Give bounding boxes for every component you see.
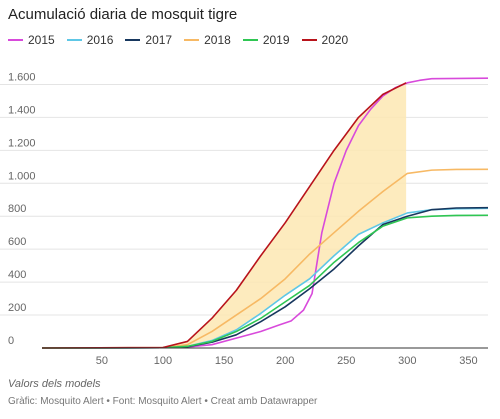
series-lines — [41, 77, 489, 349]
x-tick-label: 300 — [398, 355, 416, 367]
legend-label: 2019 — [262, 33, 290, 47]
x-tick-label: 150 — [215, 355, 233, 367]
legend-swatch — [66, 39, 82, 41]
x-tick-label: 250 — [337, 355, 355, 367]
legend-swatch — [242, 39, 258, 41]
y-tick-label: 400 — [8, 269, 26, 281]
x-tick-label: 100 — [154, 355, 172, 367]
y-tick-label: 1.200 — [8, 137, 36, 149]
chart-footer: Gràfic: Mosquito Alert • Font: Mosquito … — [8, 396, 318, 407]
legend-item-2017: 2017 — [125, 33, 172, 47]
legend-item-2018: 2018 — [184, 33, 231, 47]
y-tick-label: 1.000 — [8, 170, 36, 182]
legend-label: 2015 — [28, 33, 55, 47]
band-area — [162, 82, 407, 348]
tick-labels: 0 200 400 600 800 1.000 1.200 1.400 1.600 50 100 15… — [8, 71, 478, 367]
legend-item-2019: 2019 — [242, 33, 290, 47]
y-tick-label: 200 — [8, 302, 26, 314]
series-line-2020 — [41, 82, 407, 349]
y-tick-label: 600 — [8, 236, 26, 248]
legend-item-2015: 2015 — [8, 33, 55, 47]
legend-label: 2018 — [204, 33, 231, 47]
chart-notes: Valors dels models — [8, 378, 101, 390]
legend: 2015 2016 2017 2018 2019 2020 — [8, 33, 348, 47]
legend-label: 2020 — [321, 33, 349, 47]
series-line-2019 — [41, 214, 489, 349]
legend-swatch — [184, 39, 200, 41]
chart-title: Acumulació diaria de mosquit tigre — [8, 6, 238, 23]
x-tick-label: 200 — [276, 355, 294, 367]
legend-item-2016: 2016 — [66, 33, 114, 47]
legend-label: 2016 — [86, 33, 114, 47]
series-line-2018 — [41, 168, 489, 349]
legend-item-2020: 2020 — [301, 33, 349, 47]
legend-swatch — [8, 39, 23, 41]
legend-label: 2017 — [145, 33, 173, 47]
legend-swatch — [125, 39, 141, 41]
y-tick-label: 800 — [8, 203, 26, 215]
legend-swatch — [301, 39, 317, 41]
y-tick-label: 1.400 — [8, 104, 36, 116]
y-tick-label: 0 — [8, 335, 14, 347]
band-fill — [162, 82, 407, 348]
x-tick-label: 50 — [96, 355, 108, 367]
y-tick-label: 1.600 — [8, 71, 36, 83]
x-tick-label: 350 — [459, 355, 477, 367]
